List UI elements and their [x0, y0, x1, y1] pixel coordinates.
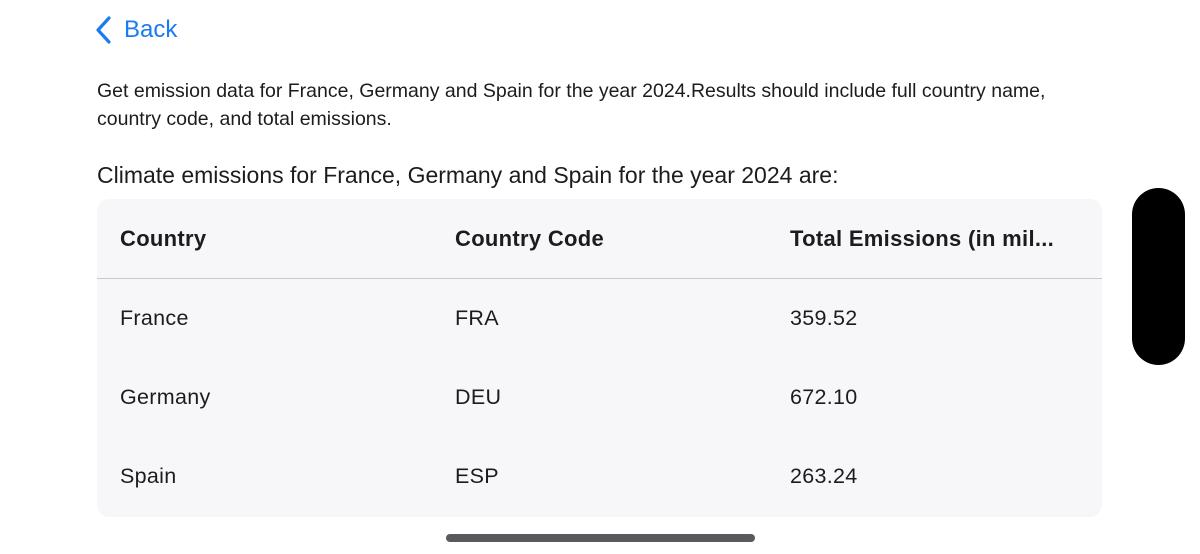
cell-total-emissions: 359.52 [790, 306, 858, 330]
back-button[interactable]: Back [94, 14, 177, 46]
answer-intro: Climate emissions for France, Germany an… [97, 162, 839, 188]
cell-country: Spain [120, 464, 177, 488]
header-country: Country [120, 225, 207, 251]
cell-country-code: ESP [455, 464, 499, 488]
scroll-handle[interactable] [1132, 188, 1185, 365]
header-country-code: Country Code [455, 225, 605, 251]
back-label: Back [124, 16, 178, 43]
table-row: Germany DEU 672.10 [97, 358, 1102, 437]
header-total-emissions: Total Emissions (in mil... [790, 225, 1055, 251]
chevron-left-icon [96, 16, 111, 44]
cell-country: Germany [120, 385, 211, 409]
table-row: Spain ESP 263.24 [97, 437, 1102, 516]
user-prompt: Get emission data for France, Germany an… [97, 80, 1046, 130]
table-header: Country Country Code Total Emissions (in… [97, 199, 1102, 279]
home-indicator[interactable] [446, 534, 755, 542]
cell-total-emissions: 672.10 [790, 385, 858, 409]
cell-country: France [120, 306, 189, 330]
cell-country-code: FRA [455, 306, 499, 330]
table-row: France FRA 359.52 [97, 279, 1102, 358]
cell-total-emissions: 263.24 [790, 464, 858, 488]
cell-country-code: DEU [455, 385, 502, 409]
emissions-table: Country Country Code Total Emissions (in… [97, 199, 1102, 517]
